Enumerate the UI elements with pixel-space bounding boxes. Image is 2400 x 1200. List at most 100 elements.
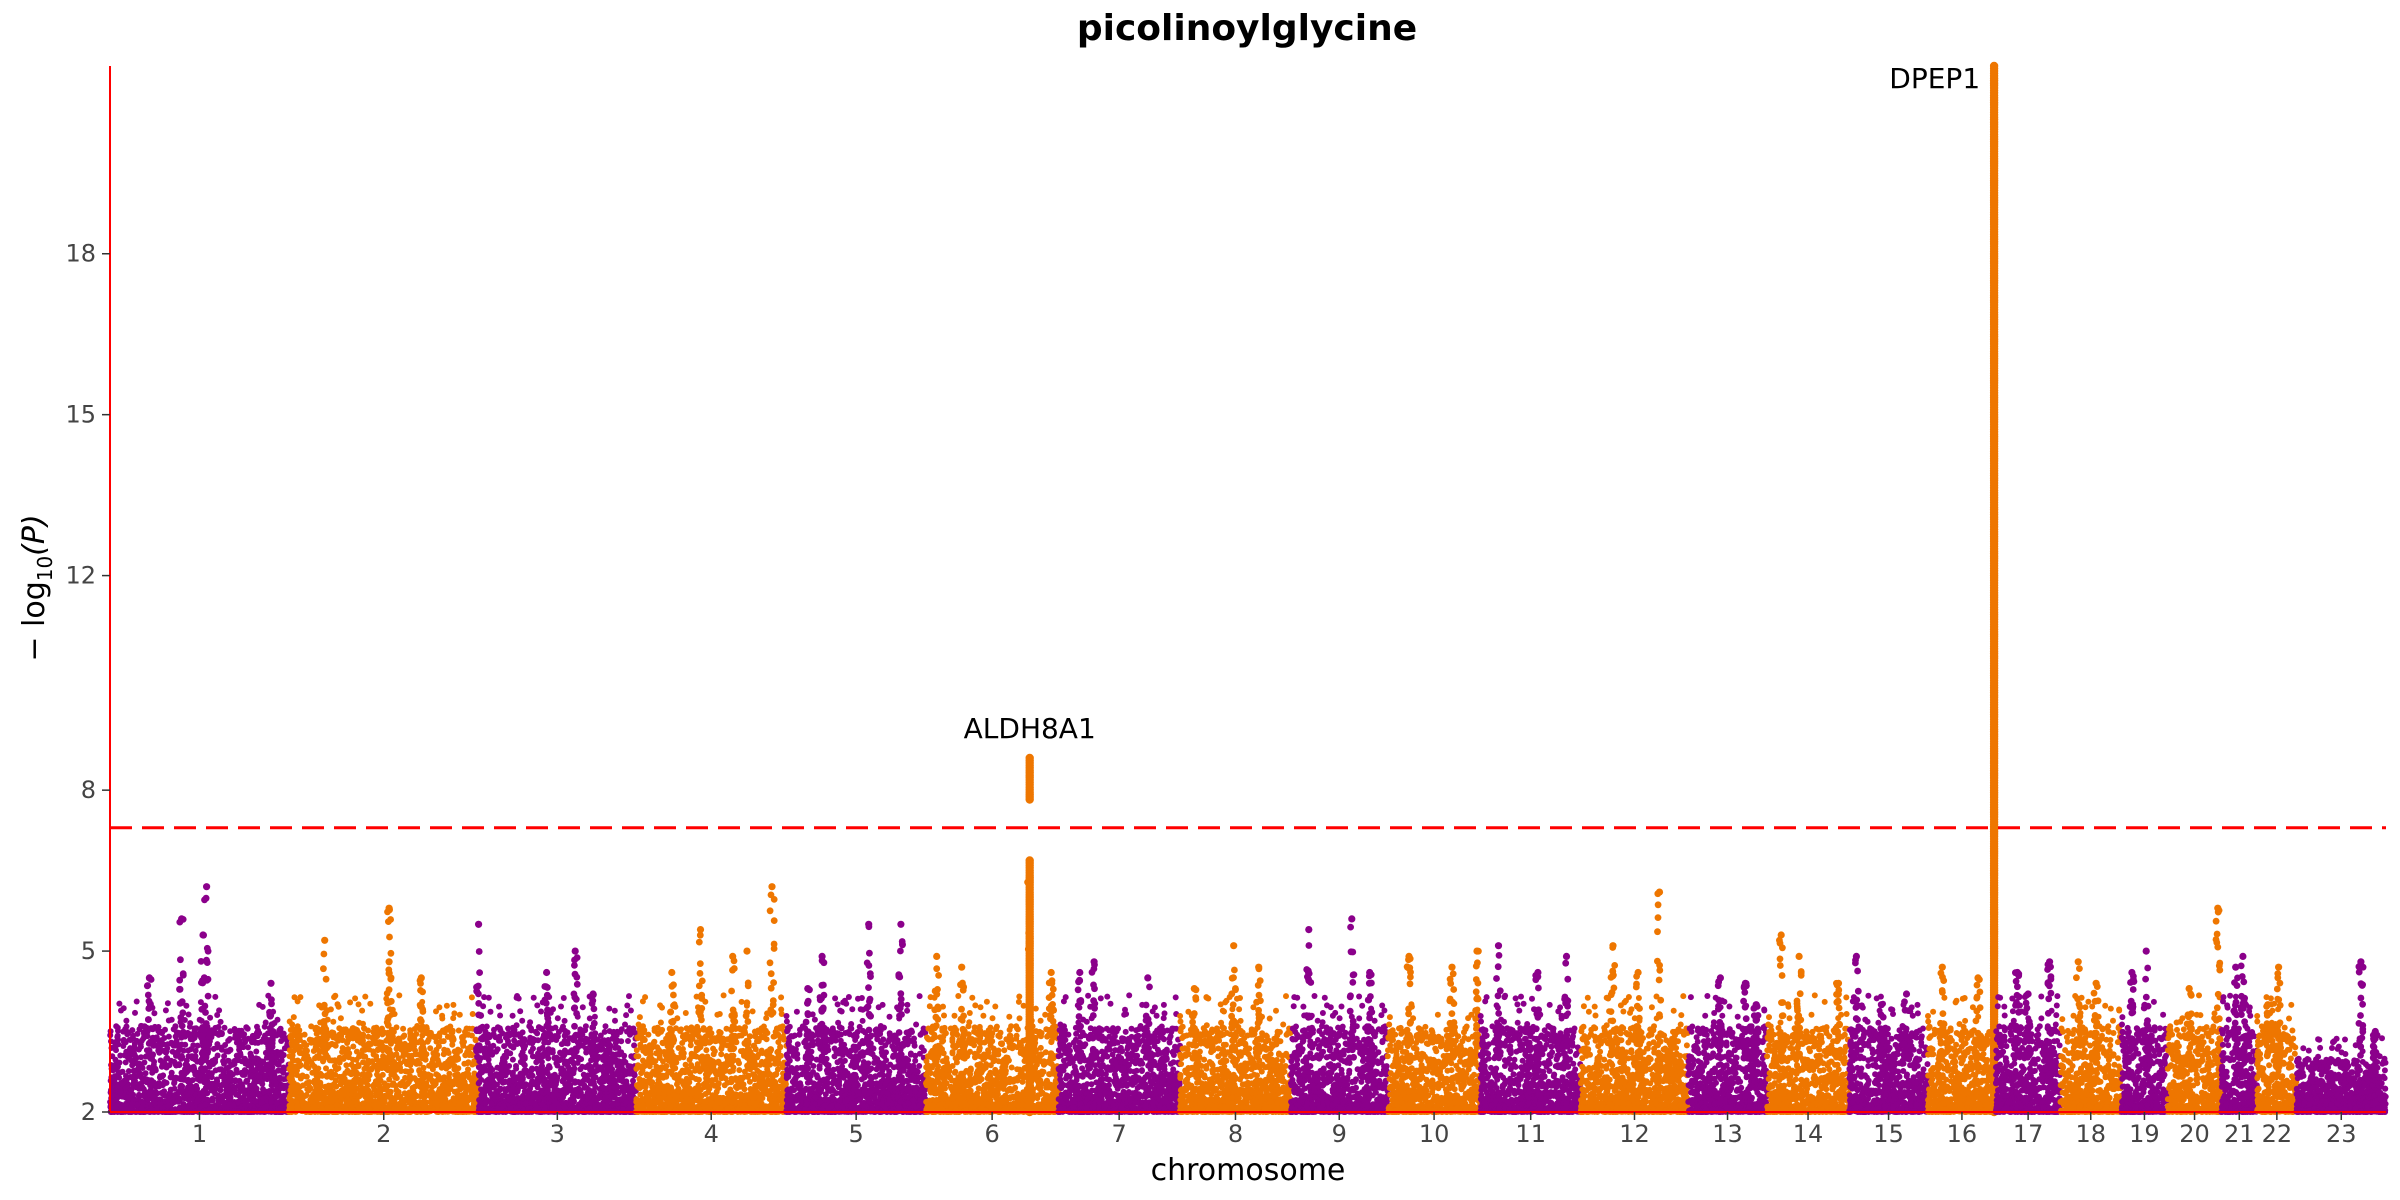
snp-point (489, 1077, 495, 1084)
snp-point (201, 896, 208, 904)
snp-point (297, 1032, 304, 1039)
snp-point (178, 1022, 186, 1030)
snp-point (352, 1063, 359, 1070)
snp-point (573, 973, 581, 981)
snp-point (358, 1071, 365, 1078)
snp-point (147, 1086, 154, 1093)
snp-point (624, 1002, 631, 1009)
snp-point (431, 1082, 438, 1089)
snp-point (384, 1029, 392, 1037)
snp-point (197, 958, 205, 965)
snp-point (589, 997, 597, 1004)
snp-point (401, 1032, 408, 1039)
snp-point (451, 1062, 458, 1069)
snp-point (267, 1053, 275, 1061)
snp-point (383, 990, 391, 997)
snp-point (176, 1046, 184, 1053)
snp-point (238, 1058, 245, 1065)
snp-point (353, 1048, 360, 1055)
snp-point (347, 999, 354, 1006)
snp-point (349, 1087, 356, 1094)
snp-point (207, 1014, 214, 1021)
snp-point (225, 1090, 232, 1097)
snp-point (262, 1039, 269, 1045)
snp-point (197, 999, 204, 1006)
snp-point (626, 1025, 633, 1032)
snp-point (269, 1068, 276, 1075)
snp-point (382, 1094, 389, 1101)
snp-point (456, 1011, 463, 1018)
snp-point (192, 1056, 199, 1063)
snp-point (237, 1050, 244, 1057)
snp-point (210, 1045, 217, 1052)
snp-point (143, 1076, 150, 1083)
snp-point (123, 1017, 130, 1024)
snp-point (572, 1087, 579, 1094)
snp-point (176, 985, 183, 993)
snp-point (294, 998, 301, 1005)
snp-point (247, 1082, 254, 1089)
snp-point (217, 1087, 224, 1094)
snp-point (227, 1028, 234, 1035)
snp-point (517, 1070, 524, 1077)
snp-point (153, 1034, 160, 1041)
snp-point (466, 1074, 473, 1081)
snp-point (626, 1070, 633, 1077)
snp-point (272, 1075, 279, 1082)
snp-point (256, 1001, 263, 1008)
snp-point (233, 1066, 240, 1073)
snp-point (522, 1100, 529, 1107)
snp-point (365, 1057, 372, 1064)
snp-point (463, 1025, 470, 1032)
snp-point (377, 1099, 384, 1106)
snp-point (538, 1087, 545, 1094)
snp-point (245, 1062, 252, 1069)
snp-point (258, 1099, 265, 1106)
snp-point (541, 1096, 548, 1103)
snp-point (122, 1039, 129, 1046)
snp-point (200, 1025, 207, 1033)
snp-point (612, 1033, 619, 1040)
snp-point (200, 1090, 207, 1097)
snp-point (320, 1055, 327, 1062)
snp-point (561, 1051, 568, 1058)
snp-point (300, 1050, 307, 1057)
snp-point (445, 1063, 452, 1070)
snp-point (432, 1062, 439, 1069)
snp-point (262, 1032, 268, 1039)
snp-point (214, 1080, 221, 1087)
snp-point (186, 1083, 193, 1089)
snp-point (527, 1019, 534, 1026)
snp-point (621, 1093, 628, 1100)
snp-point (216, 1007, 223, 1014)
snp-point (250, 1091, 257, 1098)
snp-point (208, 1085, 215, 1092)
snp-point (500, 1059, 507, 1066)
snp-point (412, 1059, 419, 1066)
snp-point (124, 1053, 131, 1060)
snp-point (237, 1095, 244, 1102)
snp-point (242, 1037, 249, 1044)
snp-point (204, 992, 212, 1000)
snp-point (218, 1044, 225, 1051)
snp-point (524, 1093, 531, 1100)
snp-point (261, 1023, 268, 1030)
snp-point (423, 1080, 430, 1087)
snp-point (247, 1073, 254, 1080)
snp-point (290, 1048, 297, 1055)
snp-point (293, 1065, 300, 1071)
snp-point (331, 994, 338, 1001)
snp-point (551, 1103, 557, 1109)
snp-point (608, 1092, 615, 1099)
snp-point (356, 1077, 363, 1083)
snp-point (571, 962, 578, 969)
snp-point (487, 1008, 494, 1015)
snp-point (579, 1078, 586, 1085)
snp-point (279, 1052, 286, 1059)
snp-point (221, 1024, 228, 1031)
snp-point (467, 1050, 474, 1057)
snp-point (171, 1099, 177, 1106)
snp-point (496, 1065, 503, 1072)
snp-point (478, 1035, 484, 1042)
snp-point (605, 1065, 612, 1072)
